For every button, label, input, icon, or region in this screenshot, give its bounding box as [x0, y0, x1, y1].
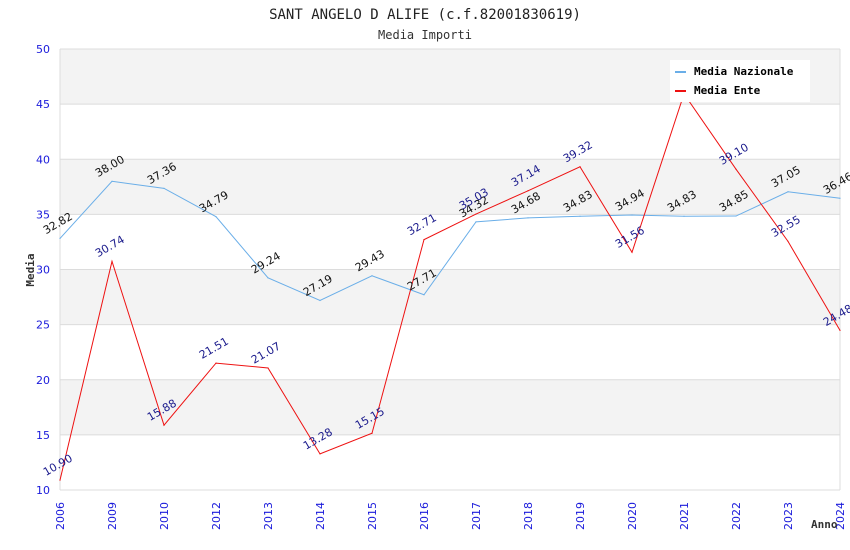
x-tick-label: 2019 — [574, 502, 587, 530]
plot-band — [60, 379, 840, 435]
data-point — [787, 191, 789, 193]
y-tick-label: 40 — [36, 153, 50, 166]
x-tick-label: 2006 — [54, 502, 67, 530]
series-lines — [59, 92, 841, 481]
data-point — [787, 240, 789, 242]
data-point — [423, 294, 425, 296]
x-tick-label: 2018 — [522, 502, 535, 530]
plot-background — [60, 49, 840, 490]
data-point — [839, 197, 841, 199]
data-point — [423, 239, 425, 241]
chart-title: SANT ANGELO D ALIFE (c.f.82001830619) — [269, 7, 581, 23]
data-point — [735, 168, 737, 170]
data-point — [163, 424, 165, 426]
y-tick-label: 25 — [36, 319, 50, 332]
data-point — [111, 260, 113, 262]
data-point — [839, 329, 841, 331]
y-tick-label: 45 — [36, 98, 50, 111]
data-point — [319, 299, 321, 302]
series-line-media-ente — [59, 92, 841, 481]
data-point — [163, 187, 165, 189]
data-point — [267, 277, 269, 279]
x-tick-label: 2010 — [158, 502, 171, 530]
y-axis-ticks: 10 15 20 25 30 35 40 45 50 — [36, 43, 50, 497]
data-point — [735, 215, 737, 217]
x-tick-label: 2020 — [626, 502, 639, 530]
y-axis-label: Media — [24, 253, 37, 286]
x-tick-label: 2016 — [418, 502, 431, 530]
x-tick-label: 2024 — [834, 502, 847, 530]
data-point — [215, 216, 217, 218]
data-point — [631, 214, 633, 216]
data-point — [319, 453, 321, 455]
data-point — [59, 479, 61, 481]
legend-swatch-media-ente — [675, 90, 686, 92]
data-point — [111, 180, 113, 182]
legend-label-media-nazionale: Media Nazionale — [694, 65, 794, 78]
y-tick-label: 10 — [36, 484, 50, 497]
data-point — [267, 367, 269, 369]
x-tick-label: 2014 — [314, 502, 327, 530]
x-tick-label: 2022 — [730, 502, 743, 530]
y-tick-label: 35 — [36, 208, 50, 221]
data-point — [579, 166, 581, 168]
data-point — [59, 237, 61, 240]
plot-band — [60, 269, 840, 325]
x-axis-label: Anno — [811, 518, 838, 531]
chart-subtitle: Media Importi — [378, 28, 472, 42]
plot-band — [60, 214, 840, 270]
data-point — [371, 275, 373, 277]
data-point — [579, 215, 581, 217]
y-tick-label: 15 — [36, 429, 50, 442]
x-axis-ticks: 2006 2009 2010 2012 2013 2014 2015 2016 2017 2018… — [54, 502, 847, 530]
data-point — [527, 217, 529, 219]
gridlines — [59, 48, 841, 491]
x-tick-label: 2021 — [678, 502, 691, 530]
legend: Media Nazionale Media Ente — [670, 60, 810, 102]
legend-swatch-media-nazionale — [675, 71, 686, 73]
x-tick-label: 2023 — [782, 502, 795, 530]
data-point — [527, 190, 529, 192]
data-point — [475, 213, 477, 215]
y-tick-label: 20 — [36, 374, 50, 387]
plot-band — [60, 159, 840, 215]
series-line-media-nazionale — [59, 180, 841, 302]
data-point — [631, 251, 633, 253]
x-tick-label: 2013 — [262, 502, 275, 530]
x-tick-label: 2009 — [106, 502, 119, 530]
data-point — [215, 362, 217, 364]
plot-band — [60, 324, 840, 380]
x-tick-label: 2012 — [210, 502, 223, 530]
data-point — [683, 215, 685, 217]
x-tick-label: 2015 — [366, 502, 379, 530]
legend-box — [670, 60, 810, 102]
y-tick-label: 50 — [36, 43, 50, 56]
plot-band — [60, 434, 840, 490]
x-tick-label: 2017 — [470, 502, 483, 530]
data-point — [371, 432, 373, 434]
data-point — [475, 221, 477, 223]
y-tick-label: 30 — [36, 264, 50, 277]
legend-label-media-ente: Media Ente — [694, 84, 761, 97]
